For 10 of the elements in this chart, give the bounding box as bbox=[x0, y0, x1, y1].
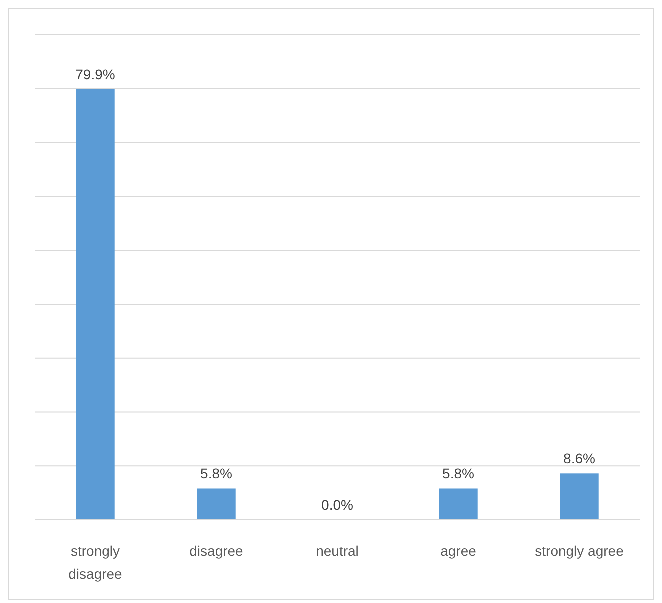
x-tick-label: disagree bbox=[190, 543, 244, 559]
x-tick-label: strongly disagree bbox=[68, 543, 123, 582]
x-tick-label: strongly agree bbox=[535, 543, 624, 559]
data-label: 5.8% bbox=[442, 466, 474, 482]
x-tick-label: neutral bbox=[316, 543, 359, 559]
data-label: 79.9% bbox=[76, 66, 116, 82]
data-label: 5.8% bbox=[200, 466, 232, 482]
data-label: 8.6% bbox=[564, 450, 596, 467]
x-tick-label: agree bbox=[440, 543, 477, 559]
data-label: 0.0% bbox=[322, 497, 354, 513]
